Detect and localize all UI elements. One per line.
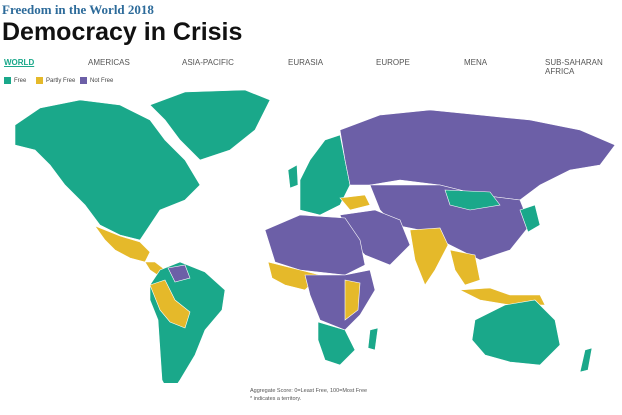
southeast-asia [449,249,481,286]
central-africa [304,269,376,331]
legend-item: Free [4,77,26,84]
uk [287,164,299,189]
tab[interactable]: AMERICAS [88,58,130,67]
europe [299,134,351,216]
footnote: Aggregate Score: 0=Least Free, 100=Most … [250,388,368,394]
world-map [14,89,616,383]
legend-swatch [4,77,11,84]
tab[interactable]: ASIA-PACIFIC [182,58,234,67]
legend-swatch [36,77,43,84]
japan-korea [519,204,541,233]
kicker: Freedom in the World 2018 [2,2,154,17]
south-america [149,261,226,383]
australia [471,299,561,366]
new-zealand [579,347,593,373]
tab[interactable]: EUROPE [376,58,410,67]
north-africa [264,214,366,276]
greenland [149,89,271,161]
russia [339,109,616,201]
tab[interactable]: WORLD [4,58,35,67]
india [409,227,449,286]
ukraine-turkey [339,194,371,211]
legend-item: Partly Free [36,77,75,84]
andes [149,279,191,329]
legend-label: Free [14,77,27,84]
tab[interactable]: SUB-SAHARAN AFRICA [545,58,603,76]
southern-africa [317,321,356,366]
page-title: Democracy in Crisis [2,18,243,46]
legend-label: Partly Free [46,77,76,84]
east-africa [344,279,361,321]
tab[interactable]: EURASIA [288,58,324,67]
legend-label: Not Free [90,77,114,84]
legend-swatch [80,77,87,84]
countries [14,89,616,383]
mongolia [444,189,501,211]
madagascar [367,327,379,351]
north-america [14,99,201,241]
footnote: * indicates a territory. [250,396,302,402]
venezuela [167,264,191,283]
tab[interactable]: MENA [464,58,488,67]
legend-item: Not Free [80,77,113,84]
indonesia [458,287,546,306]
